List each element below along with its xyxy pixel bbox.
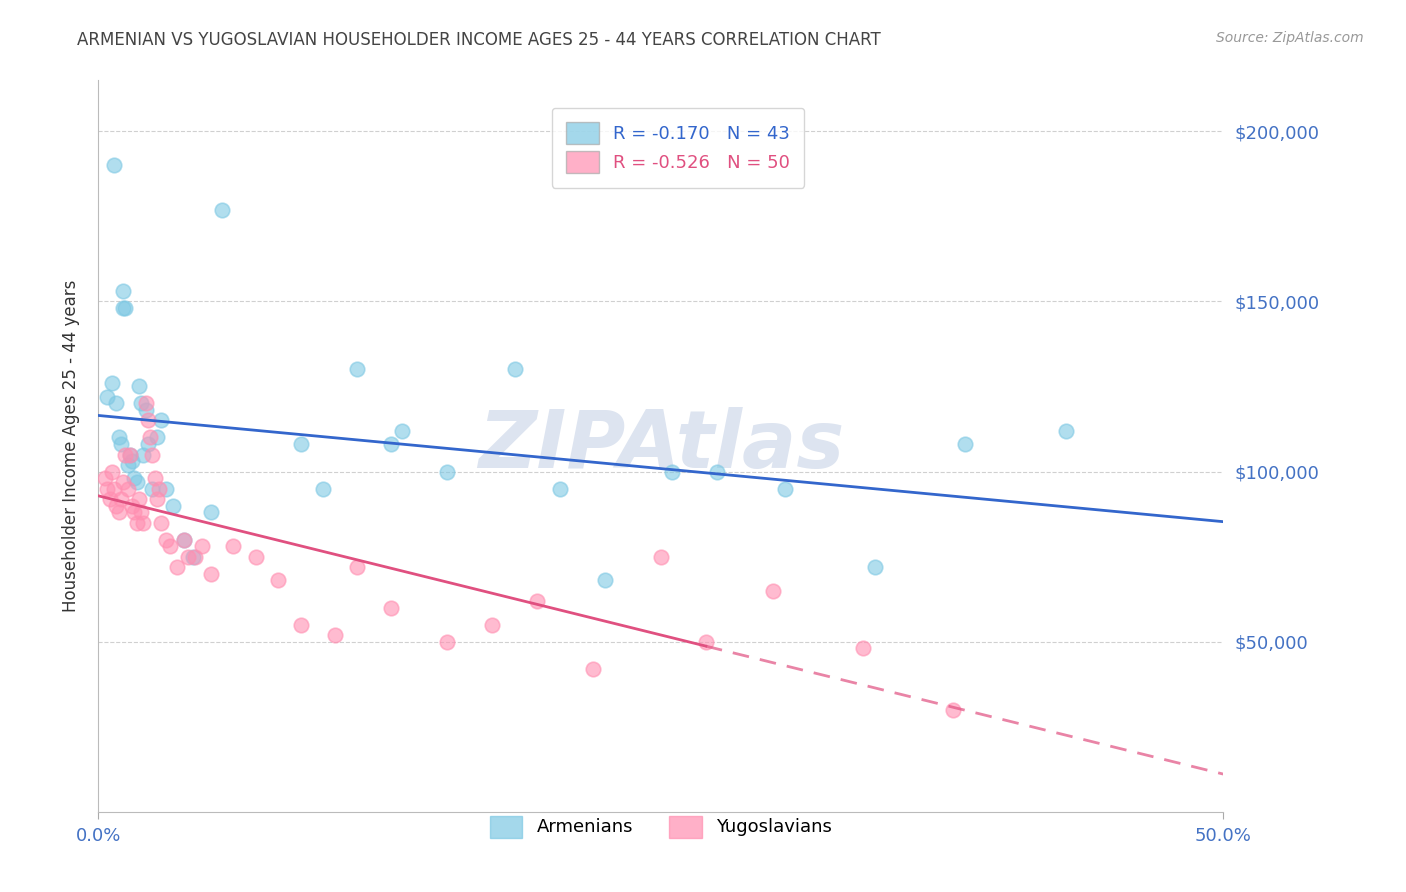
Point xyxy=(661,465,683,479)
Point xyxy=(107,430,129,444)
Point xyxy=(103,482,125,496)
Point xyxy=(141,482,163,496)
Point xyxy=(118,448,141,462)
Y-axis label: Householder Income Ages 25 - 44 years: Householder Income Ages 25 - 44 years xyxy=(62,280,80,612)
Text: Source: ZipAtlas.com: Source: ZipAtlas.com xyxy=(1216,31,1364,45)
Point xyxy=(200,505,222,519)
Point xyxy=(121,499,143,513)
Point xyxy=(1054,424,1077,438)
Point xyxy=(112,475,135,489)
Point xyxy=(128,379,150,393)
Point xyxy=(105,499,128,513)
Point xyxy=(105,396,128,410)
Point xyxy=(146,430,169,444)
Point xyxy=(96,390,118,404)
Point xyxy=(173,533,195,547)
Point xyxy=(773,482,796,496)
Point xyxy=(191,540,214,554)
Point xyxy=(380,600,402,615)
Point xyxy=(136,437,159,451)
Point xyxy=(155,533,177,547)
Point xyxy=(762,583,785,598)
Point xyxy=(650,549,672,564)
Point xyxy=(110,491,132,506)
Point xyxy=(112,284,135,298)
Point xyxy=(245,549,267,564)
Point xyxy=(593,574,616,588)
Point xyxy=(391,424,413,438)
Point xyxy=(112,301,135,316)
Point xyxy=(150,413,173,427)
Point xyxy=(114,301,136,316)
Point xyxy=(290,617,312,632)
Point xyxy=(548,482,571,496)
Point xyxy=(159,540,181,554)
Point xyxy=(114,448,136,462)
Point xyxy=(852,641,875,656)
Point xyxy=(706,465,728,479)
Point xyxy=(166,559,188,574)
Point xyxy=(129,396,152,410)
Point xyxy=(135,403,157,417)
Point xyxy=(346,362,368,376)
Point xyxy=(222,540,245,554)
Point xyxy=(148,482,170,496)
Point xyxy=(146,491,169,506)
Point xyxy=(132,516,155,530)
Point xyxy=(582,662,605,676)
Point xyxy=(200,566,222,581)
Point xyxy=(125,475,148,489)
Point xyxy=(132,448,155,462)
Point xyxy=(128,491,150,506)
Point xyxy=(953,437,976,451)
Point xyxy=(173,533,195,547)
Point xyxy=(107,505,129,519)
Point xyxy=(162,499,184,513)
Point xyxy=(125,516,148,530)
Point xyxy=(211,202,233,217)
Point xyxy=(323,628,346,642)
Point xyxy=(143,471,166,485)
Point xyxy=(118,448,141,462)
Point xyxy=(177,549,200,564)
Legend: Armenians, Yugoslavians: Armenians, Yugoslavians xyxy=(481,806,841,847)
Point xyxy=(121,454,143,468)
Point xyxy=(181,549,204,564)
Point xyxy=(124,505,146,519)
Point xyxy=(110,437,132,451)
Point xyxy=(863,559,886,574)
Point xyxy=(942,703,965,717)
Point xyxy=(117,482,139,496)
Point xyxy=(436,465,458,479)
Point xyxy=(94,471,117,485)
Point xyxy=(155,482,177,496)
Point xyxy=(135,396,157,410)
Point xyxy=(101,376,124,390)
Point xyxy=(290,437,312,451)
Point xyxy=(139,430,162,444)
Point xyxy=(481,617,503,632)
Point xyxy=(136,413,159,427)
Point xyxy=(129,505,152,519)
Point xyxy=(695,634,717,648)
Point xyxy=(124,471,146,485)
Point xyxy=(150,516,173,530)
Point xyxy=(267,574,290,588)
Point xyxy=(526,594,548,608)
Point xyxy=(312,482,335,496)
Point xyxy=(184,549,207,564)
Point xyxy=(436,634,458,648)
Point xyxy=(503,362,526,376)
Point xyxy=(96,482,118,496)
Point xyxy=(346,559,368,574)
Point xyxy=(98,491,121,506)
Text: ARMENIAN VS YUGOSLAVIAN HOUSEHOLDER INCOME AGES 25 - 44 YEARS CORRELATION CHART: ARMENIAN VS YUGOSLAVIAN HOUSEHOLDER INCO… xyxy=(77,31,882,49)
Point xyxy=(117,458,139,472)
Point xyxy=(141,448,163,462)
Point xyxy=(103,158,125,172)
Text: ZIPAtlas: ZIPAtlas xyxy=(478,407,844,485)
Point xyxy=(101,465,124,479)
Point xyxy=(380,437,402,451)
